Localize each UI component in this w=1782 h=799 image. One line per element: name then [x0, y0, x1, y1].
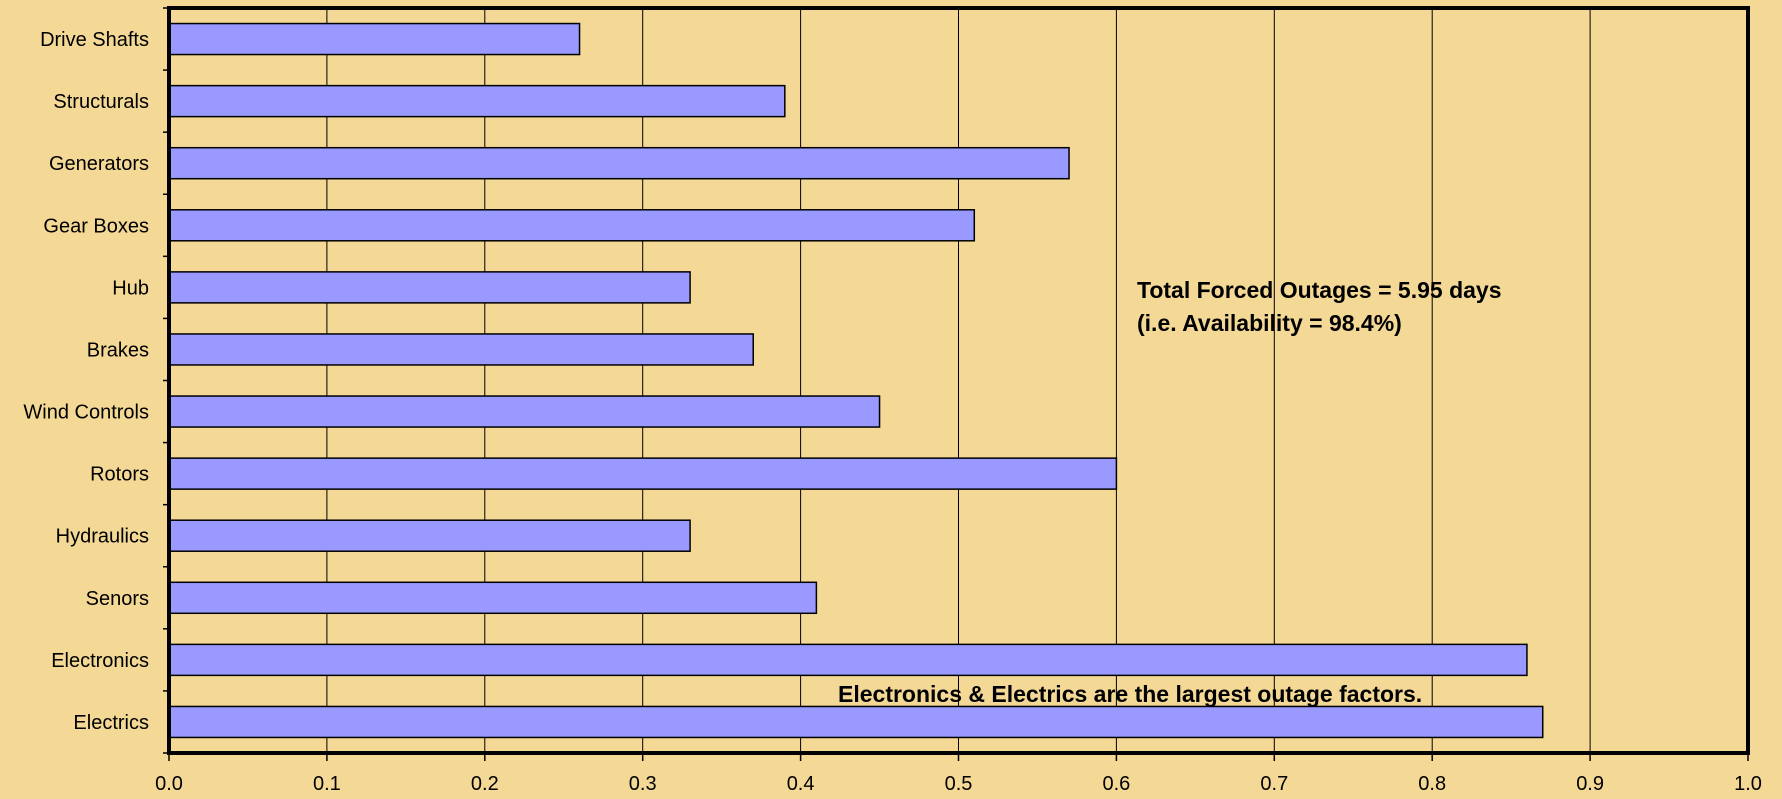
annotation-largest-factors: Electronics & Electrics are the largest … [838, 681, 1422, 707]
bar [168, 581, 818, 615]
category-label: Drive Shafts [40, 29, 149, 51]
category-label: Senors [86, 588, 149, 610]
category-labels: Drive Shafts Structurals Generators Gear Bo… [23, 29, 149, 734]
bar [168, 519, 691, 552]
x-tick-label: 0.6 [1102, 773, 1130, 795]
category-label: Gear Boxes [43, 215, 149, 237]
x-tick-label: 1.0 [1734, 773, 1762, 795]
x-tick-labels: 0.0 0.1 0.2 0.3 0.4 0.5 0.6 0.7 0.8 0.9 1.0 [155, 773, 1762, 795]
x-tick-label: 0.1 [313, 773, 341, 795]
x-tick-label: 0.8 [1418, 773, 1446, 795]
bar [168, 395, 881, 428]
axes [163, 7, 1749, 761]
category-label: Brakes [87, 339, 149, 361]
bar [168, 643, 1528, 677]
bar [168, 84, 786, 118]
bar [168, 22, 581, 56]
x-tick-label: 0.3 [629, 773, 657, 795]
category-label: Structurals [53, 91, 149, 113]
x-tick-label: 0.5 [945, 773, 973, 795]
x-tick-label: 0.9 [1576, 773, 1604, 795]
bar [168, 333, 754, 366]
bar [168, 209, 976, 242]
x-tick-label: 0.7 [1260, 773, 1288, 795]
category-label: Hub [112, 277, 149, 299]
category-label: Hydraulics [56, 526, 149, 548]
category-label: Wind Controls [23, 402, 149, 424]
bar [168, 146, 1070, 180]
annotation-availability: (i.e. Availability = 98.4%) [1137, 310, 1402, 336]
bar [168, 271, 691, 304]
category-label: Electrics [73, 712, 149, 734]
bars [168, 22, 1544, 739]
bar [168, 705, 1544, 739]
gridlines [326, 8, 1591, 753]
category-label: Generators [49, 153, 149, 175]
annotation-total-outages: Total Forced Outages = 5.95 days [1137, 277, 1502, 303]
x-tick-label: 0.4 [787, 773, 815, 795]
x-tick-label: 0.2 [471, 773, 499, 795]
x-tick-label: 0.0 [155, 773, 183, 795]
category-label: Rotors [90, 464, 149, 486]
category-label: Electronics [51, 650, 149, 672]
bar [168, 457, 1118, 490]
